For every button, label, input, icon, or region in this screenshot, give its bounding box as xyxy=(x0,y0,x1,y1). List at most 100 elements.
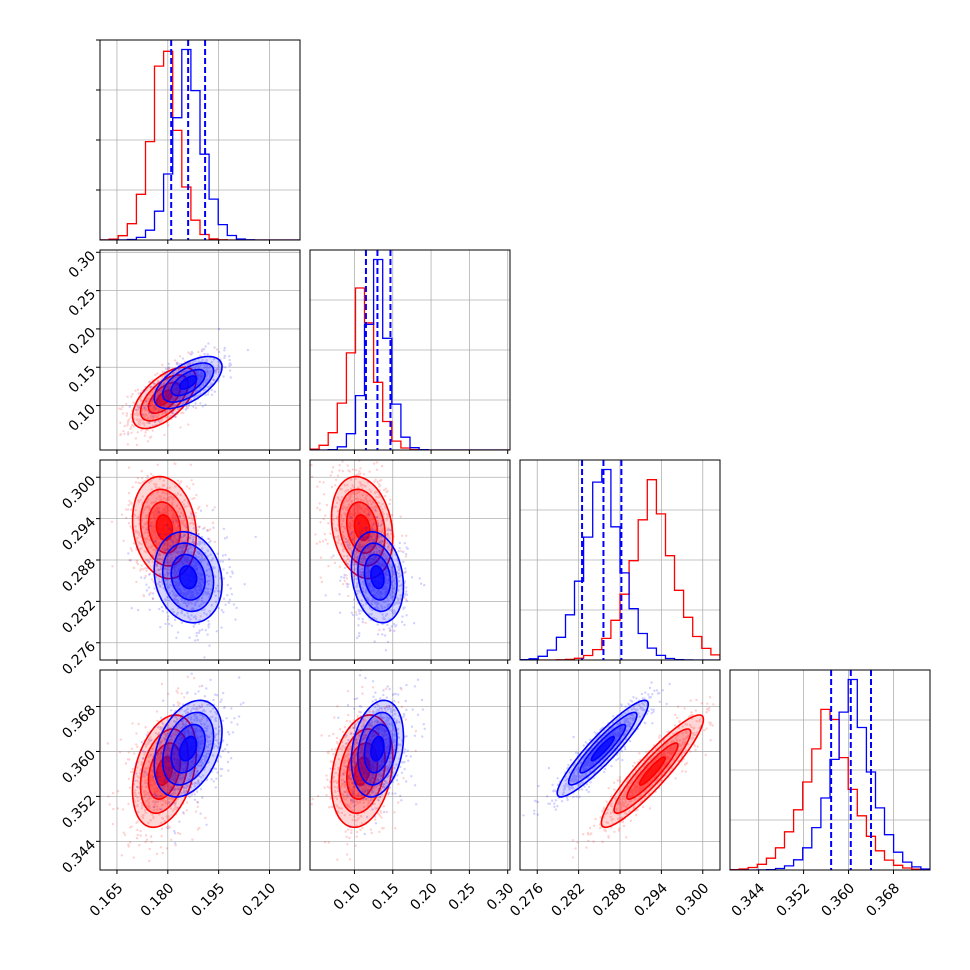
contour-series-1 xyxy=(153,355,223,410)
histogram-series-1 xyxy=(730,678,930,870)
y-tick-label: 0.282 xyxy=(59,597,99,637)
contour-series-1 xyxy=(370,735,385,762)
x-tick-label: 0.360 xyxy=(818,880,858,920)
contour-series-0 xyxy=(147,742,182,801)
x-tick-label: 0.210 xyxy=(239,880,279,920)
contour-series-1 xyxy=(350,699,405,798)
contour-series-1 xyxy=(178,375,198,390)
contour-series-1 xyxy=(370,565,385,590)
contour-series-1 xyxy=(161,711,215,786)
x-tick-label: 0.344 xyxy=(729,880,769,920)
y-tick-label: 0.20 xyxy=(66,325,99,358)
axes-frame xyxy=(309,249,511,451)
x-tick-label: 0.165 xyxy=(87,880,127,920)
x-tick-label: 0.352 xyxy=(774,880,814,920)
x-tick-label: 0.25 xyxy=(446,880,479,913)
contour-series-1 xyxy=(363,553,392,601)
x-tick-label: 0.288 xyxy=(590,880,630,920)
panel-2-0 xyxy=(96,459,301,664)
contour-series-0 xyxy=(338,488,386,567)
density-fill-series-1 xyxy=(370,565,384,589)
contour-series-0 xyxy=(131,366,198,430)
axes-frame xyxy=(99,669,301,871)
panel-1-1 xyxy=(309,249,511,454)
histogram-series-1 xyxy=(310,258,510,450)
density-fill-series-1 xyxy=(591,736,615,761)
x-tick-label: 0.195 xyxy=(189,880,229,920)
histogram-series-0 xyxy=(100,50,300,240)
contour-series-0 xyxy=(345,501,379,554)
contour-series-1 xyxy=(363,723,392,774)
axes-frame xyxy=(99,249,301,451)
panel-3-2 xyxy=(519,669,721,874)
y-tick-label: 0.368 xyxy=(59,702,99,742)
density-fill-series-1 xyxy=(179,736,197,761)
contour-series-1 xyxy=(556,699,650,798)
y-tick-label: 0.276 xyxy=(59,638,99,678)
panel-3-1 xyxy=(309,669,511,874)
contour-series-0 xyxy=(345,742,379,801)
contour-series-0 xyxy=(131,475,197,580)
contour-series-0 xyxy=(338,728,386,815)
contour-series-1 xyxy=(357,711,398,786)
x-tick-label: 0.282 xyxy=(549,880,589,920)
contour-series-1 xyxy=(153,699,223,798)
density-fill-series-0 xyxy=(639,757,666,786)
contour-series-0 xyxy=(353,513,371,542)
contour-series-1 xyxy=(161,362,215,403)
density-fill-series-1 xyxy=(370,736,384,761)
y-tick-label: 0.352 xyxy=(59,792,99,832)
axes-frame xyxy=(309,669,511,871)
panel-2-1 xyxy=(309,459,511,664)
contour-series-1 xyxy=(590,735,615,762)
axes-frame xyxy=(729,669,931,871)
contour-series-0 xyxy=(131,714,198,829)
contour-series-1 xyxy=(170,553,206,601)
y-tick-label: 0.25 xyxy=(66,286,99,319)
histogram-series-0 xyxy=(310,287,510,450)
contour-series-0 xyxy=(613,728,692,815)
histogram-series-0 xyxy=(730,708,930,870)
contour-series-1 xyxy=(350,530,405,624)
y-tick-label: 0.30 xyxy=(66,248,99,281)
y-tick-label: 0.10 xyxy=(66,401,99,434)
contour-series-0 xyxy=(626,742,679,801)
contour-series-1 xyxy=(153,530,223,624)
contour-series-1 xyxy=(178,565,198,590)
y-tick-label: 0.360 xyxy=(59,747,99,787)
contour-series-0 xyxy=(330,714,394,829)
contour-series-1 xyxy=(161,542,215,613)
histogram-series-1 xyxy=(100,48,300,240)
contour-series-1 xyxy=(170,368,206,397)
x-tick-label: 0.20 xyxy=(407,880,440,913)
contour-series-0 xyxy=(147,501,182,554)
contour-series-1 xyxy=(567,711,638,786)
panel-0-0 xyxy=(96,39,301,244)
x-tick-label: 0.180 xyxy=(138,880,178,920)
panel-3-0 xyxy=(96,669,301,874)
axes-frame xyxy=(309,459,511,661)
x-tick-label: 0.276 xyxy=(507,880,547,920)
y-tick-label: 0.300 xyxy=(59,473,99,513)
contour-series-0 xyxy=(155,513,174,542)
x-tick-label: 0.10 xyxy=(331,880,364,913)
contour-series-0 xyxy=(600,714,705,829)
panel-3-3 xyxy=(729,669,931,874)
density-fill-series-1 xyxy=(179,376,197,390)
density-fill-series-0 xyxy=(156,514,173,541)
contour-series-0 xyxy=(147,381,182,415)
y-tick-label: 0.15 xyxy=(66,363,99,396)
y-tick-label: 0.294 xyxy=(59,514,99,554)
contour-series-0 xyxy=(353,756,371,787)
x-tick-label: 0.294 xyxy=(631,880,671,920)
contour-series-1 xyxy=(178,735,198,762)
y-tick-label: 0.344 xyxy=(59,837,99,877)
panel-2-2 xyxy=(519,459,721,664)
x-tick-label: 0.300 xyxy=(673,880,713,920)
contour-series-1 xyxy=(579,723,627,774)
contour-series-1 xyxy=(170,723,206,774)
y-tick-label: 0.288 xyxy=(59,556,99,596)
panel-1-0 xyxy=(96,249,301,454)
x-tick-label: 0.368 xyxy=(863,880,903,920)
